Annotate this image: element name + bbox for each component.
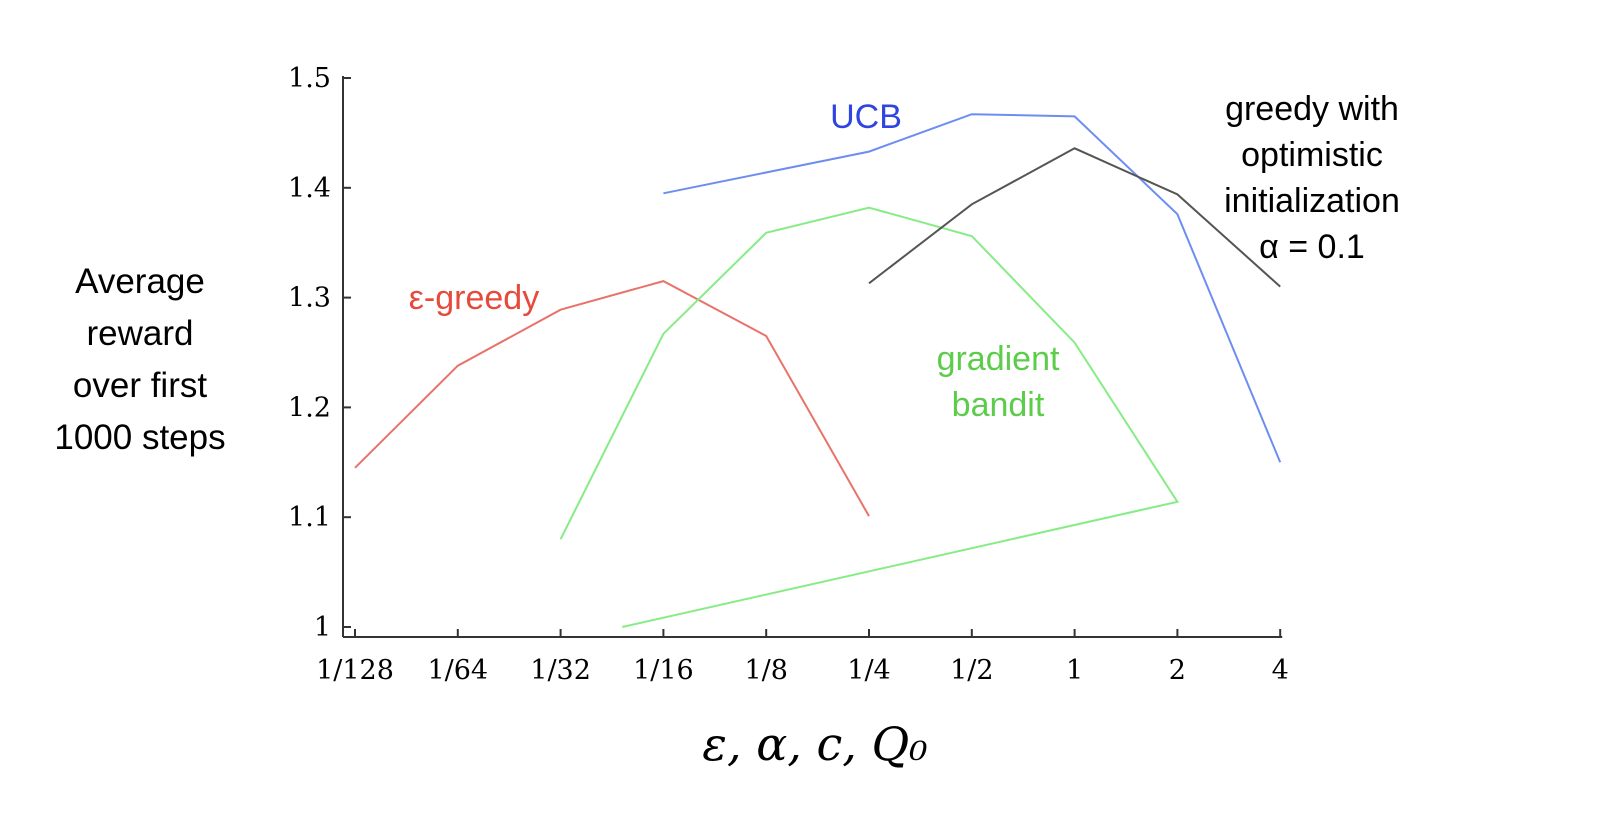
series-layer	[354, 113, 1282, 628]
series-label-2: bandit	[952, 386, 1045, 424]
series-line-2	[559, 206, 1180, 628]
series-label-0: ε-greedy	[409, 279, 539, 317]
x-tick-label: 1/2	[950, 655, 993, 686]
axes	[342, 76, 1283, 638]
y-tick-label: 1.4	[288, 173, 331, 204]
y-tick-label: 1.1	[288, 502, 331, 533]
series-label-3: α = 0.1	[1259, 228, 1365, 266]
y-axis-label-line: over first	[73, 366, 207, 405]
x-tick-label: 1/4	[847, 655, 890, 686]
x-tick-label: 1/32	[530, 655, 591, 686]
series-line-1	[663, 113, 1282, 463]
series-label-3: initialization	[1224, 182, 1400, 220]
x-ticks: 1/128 1/64 1/32 1/16 1/8 1/4 1/2 1 2 4	[316, 629, 1289, 686]
series-label-2: gradient	[937, 340, 1060, 378]
series-label-3: greedy with	[1225, 90, 1399, 128]
x-tick-label: 1/16	[633, 655, 694, 686]
x-tick-label: 1	[1066, 655, 1083, 686]
series-label-1: UCB	[830, 98, 902, 136]
x-tick-label: 1/64	[427, 655, 488, 686]
x-tick-label: 2	[1169, 655, 1186, 686]
y-tick-label: 1	[314, 612, 331, 643]
y-ticks: 1 1.1 1.2 1.3 1.4 1.5	[288, 63, 351, 643]
x-tick-label: 1/8	[744, 655, 787, 686]
series-label-3: optimistic	[1241, 136, 1383, 174]
series-line-0	[354, 280, 870, 517]
x-axis-label: ε, α, c, Q₀	[702, 717, 927, 771]
y-axis-label-line: 1000 steps	[54, 418, 225, 457]
x-tick-label: 1/128	[316, 655, 394, 686]
y-tick-label: 1.3	[288, 283, 331, 314]
y-axis-label-line: Average	[75, 262, 205, 301]
y-axis-label: Average reward over first 1000 steps	[54, 262, 225, 457]
series-line-3	[868, 147, 1281, 288]
y-tick-label: 1.2	[288, 392, 331, 423]
y-axis-label-line: reward	[87, 314, 194, 353]
x-tick-label: 4	[1272, 655, 1289, 686]
series-labels: ε-greedy UCB gradient bandit greedy with opti…	[409, 90, 1400, 424]
y-tick-label: 1.5	[288, 63, 331, 94]
